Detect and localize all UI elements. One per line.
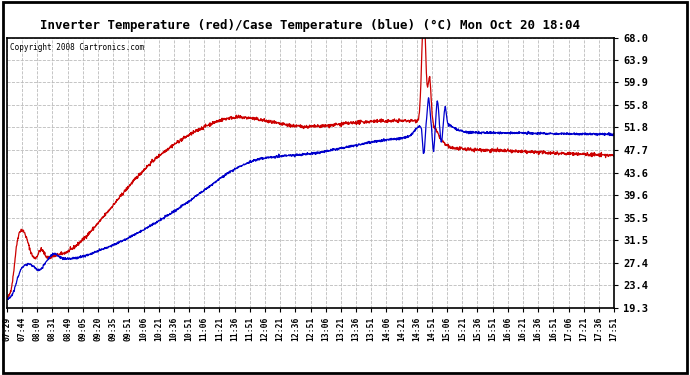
Text: Copyright 2008 Cartronics.com: Copyright 2008 Cartronics.com (10, 43, 144, 52)
Text: Inverter Temperature (red)/Case Temperature (blue) (°C) Mon Oct 20 18:04: Inverter Temperature (red)/Case Temperat… (41, 19, 580, 32)
